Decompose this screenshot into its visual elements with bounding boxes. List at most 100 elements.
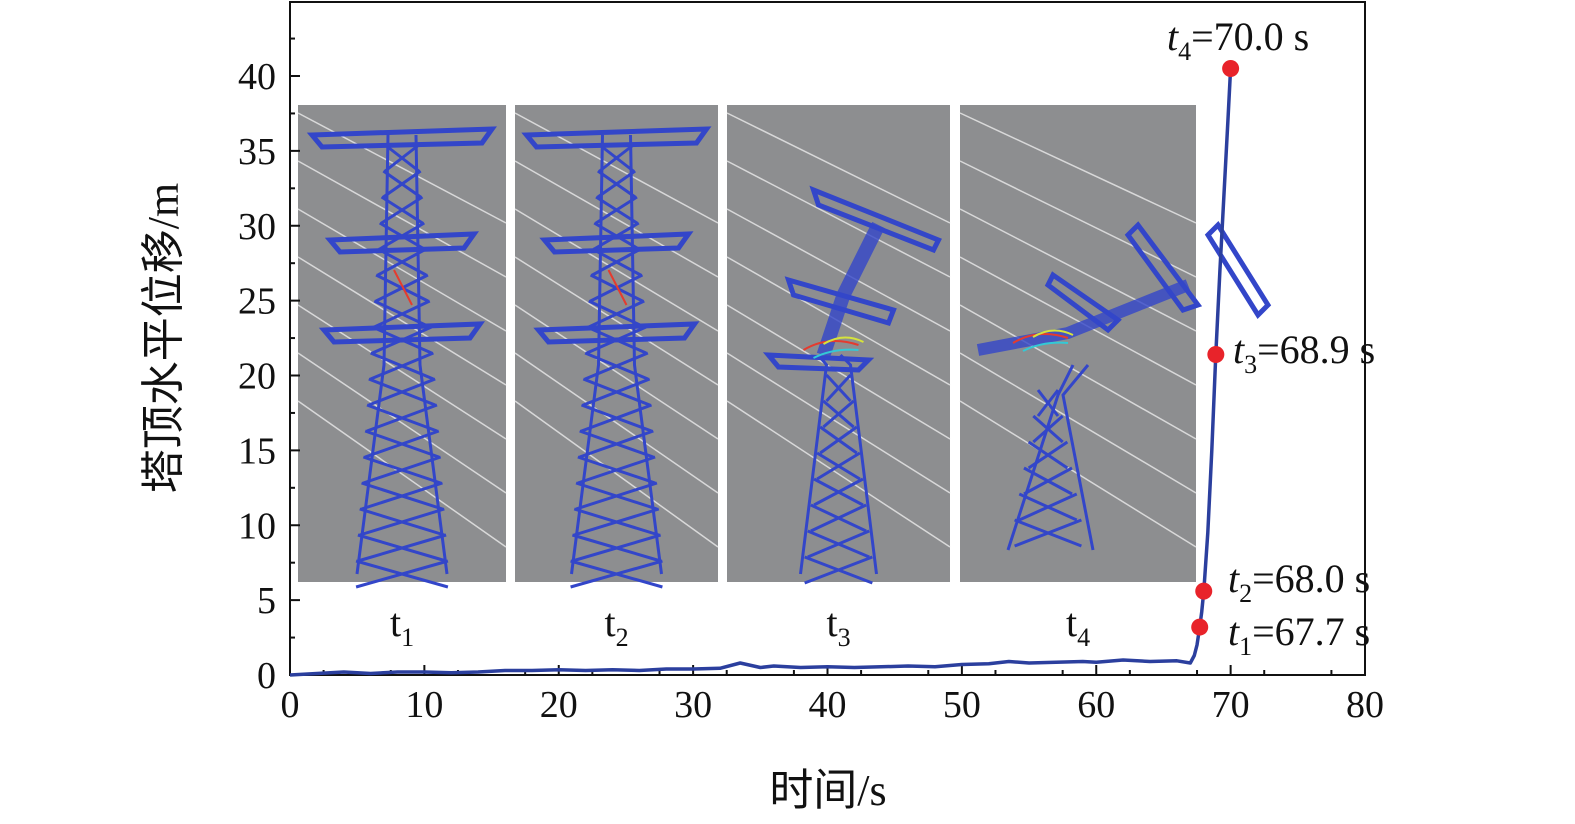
stress-mark [1022,341,1069,352]
tower-crossarm [762,352,875,373]
power-line [959,256,1197,386]
lattice-member [355,559,449,589]
power-line [297,400,507,548]
tower-crossarm [809,185,942,254]
lattice-member [825,373,852,403]
lattice-member [1027,440,1069,470]
lattice-member [822,399,855,429]
power-line [959,160,1197,278]
lattice-member [598,143,635,173]
panel-label-subscript: 4 [1077,623,1090,652]
stress-highlight [802,336,864,359]
lattice-member [366,403,438,433]
power-line [514,208,719,332]
marker-point [1191,618,1209,636]
lattice-member [370,351,434,381]
y-tick-label: 15 [238,430,276,472]
annotation-symbol: t [1228,609,1240,654]
power-line [514,160,719,278]
power-line [959,112,1197,224]
y-tick-label: 25 [238,281,276,323]
lattice-member [597,169,636,199]
power-line [297,160,507,278]
lattice-member [595,195,638,225]
panel-label: t4 [1066,600,1090,652]
tower-leg [414,134,449,575]
lattice-member [382,169,422,199]
inset-panel-2 [514,105,719,589]
y-tick-label: 30 [238,206,276,248]
lattice-member [577,455,656,485]
x-tick-label: 10 [405,684,443,726]
x-tick-label: 30 [674,684,712,726]
annotation-symbol: t [1233,327,1245,372]
lattice-member [1032,414,1064,444]
power-line [959,352,1197,494]
power-line [514,352,719,494]
lattice-member [819,425,858,455]
tower-crossarm [1044,271,1122,334]
power-line [514,112,719,224]
lattice-member [591,247,642,277]
annotation-value: =70.0 s [1191,14,1309,59]
tower-crossarm [324,231,480,255]
lattice-member [816,451,861,481]
lattice-member [361,481,443,511]
tower-leg [1006,364,1075,551]
panel-label-subscript: 3 [838,623,851,652]
y-tick-label: 0 [257,655,276,697]
y-axis-title: 塔顶水平位移/m [139,183,188,493]
power-line [726,112,951,224]
inset-panel-4 [959,105,1272,582]
lattice-member [1014,518,1082,548]
x-tick-label: 70 [1212,684,1250,726]
lattice-member [373,299,431,329]
stress-mark [813,348,859,359]
tower-crossarm [533,321,700,345]
tower-leg [355,134,390,575]
marker-annotation: t3=68.9 s [1233,327,1375,379]
lattice-member [804,555,873,585]
y-tick-label: 5 [257,580,276,622]
power-line [726,208,951,332]
lattice-member [579,429,654,459]
panel-background [515,105,718,582]
lattice-member [810,503,867,533]
lattice-member [368,377,436,407]
tower-crossarm [1124,221,1203,313]
marker-point [1207,346,1225,364]
lattice-member [589,273,644,303]
x-tick-label: 80 [1346,684,1384,726]
lattice-member [571,533,662,563]
lattice-member [384,143,420,173]
power-line [726,160,951,278]
lattice-member [1023,466,1073,496]
inset-panels: t1 t2 t3 t4 [297,105,1272,652]
panel-label: t1 [390,600,414,652]
annotation-subscript: 4 [1178,37,1191,66]
lattice-member [807,529,870,559]
lattice-member [813,477,864,507]
power-line [297,352,507,494]
inset-panel-1 [297,105,507,589]
power-line [297,208,507,332]
stress-mark [607,269,628,306]
annotation-value: =68.9 s [1257,327,1375,372]
tower-leg [570,134,604,575]
power-line [514,400,719,548]
y-tick-label: 20 [238,356,276,398]
lattice-member [364,429,440,459]
power-line [959,208,1197,332]
panel-label: t3 [826,600,850,652]
y-tick-label: 40 [238,56,276,98]
annotation-symbol: t [1167,14,1179,59]
marker-point [1195,582,1213,600]
stress-mark [822,336,864,345]
lattice-member [573,507,660,537]
series-line [289,68,1233,677]
power-line [726,400,951,548]
series-polyline [289,68,1233,677]
y-tick-label: 35 [238,131,276,173]
power-lines [514,112,719,548]
